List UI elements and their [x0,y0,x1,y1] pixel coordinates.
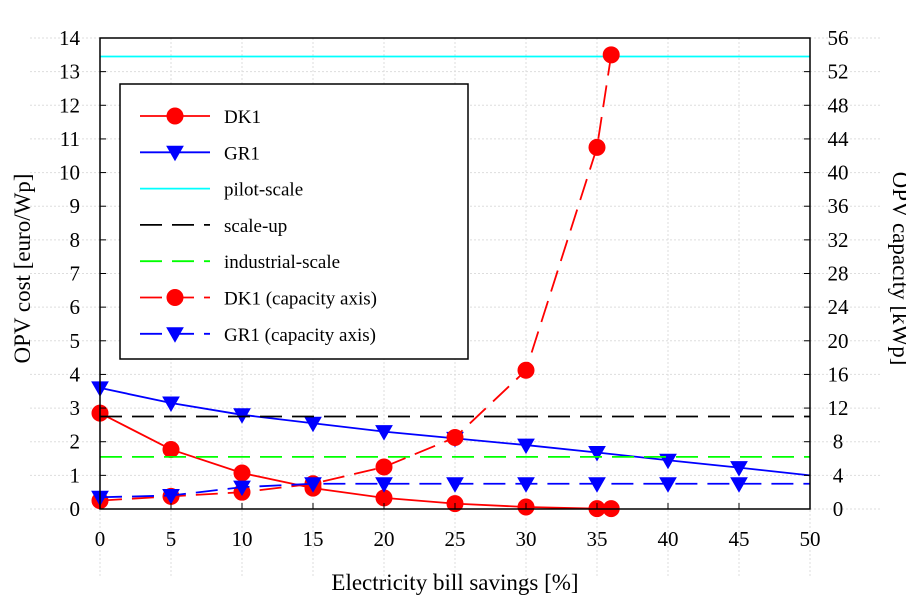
data-point [730,477,748,493]
data-point [588,138,606,156]
data-point [162,396,180,413]
y-left-tick-label: 2 [70,430,81,454]
legend-item: industrial-scale [140,252,340,273]
y-right-tick-label: 12 [828,396,849,420]
y-right-tick-label: 20 [828,329,849,353]
x-tick-label: 50 [800,527,821,551]
data-point [517,477,535,493]
data-point [304,477,322,493]
x-tick-label: 25 [445,527,466,551]
x-tick-label: 45 [729,527,750,551]
legend-label: industrial-scale [224,252,340,273]
y-right-tick-label: 0 [833,497,844,521]
y-right-tick-label: 56 [828,26,849,50]
y-left-tick-label: 3 [70,396,81,420]
legend-item: DK1 [140,107,261,128]
legend-item: pilot-scale [140,180,303,201]
y-right-tick-label: 8 [833,430,844,454]
y-right-tick-label: 40 [828,161,849,185]
x-tick-label: 0 [95,527,106,551]
legend-label: DK1 (capacity axis) [224,289,377,310]
legend: DK1 GR1 pilot-scale scale-up industrial-scal… [119,83,469,360]
legend-item: DK1 (capacity axis) [140,289,377,310]
data-point [375,458,393,476]
data-point [375,425,393,441]
series-layer [91,46,811,518]
y-left-tick-label: 9 [70,194,81,218]
x-tick-label: 40 [658,527,679,551]
legend-box [119,83,469,360]
data-point [588,445,606,462]
data-point [375,477,393,493]
y-left-tick-label: 13 [59,60,80,84]
data-point [446,429,464,447]
data-point [730,461,748,477]
y-axis-right-title: OPV capacity [kWp] [888,172,906,366]
y-right-tick-label: 24 [828,295,850,319]
data-point [233,464,251,482]
y-left-tick-label: 8 [70,228,81,252]
legend-label: GR1 [224,143,260,164]
data-point [233,480,251,497]
data-point [602,46,620,64]
data-point [588,477,606,493]
legend-marker [166,107,184,125]
legend-label: DK1 [224,107,261,128]
data-point [162,489,180,505]
series-gr1 [91,381,811,477]
data-point [162,440,180,458]
legend-marker [166,327,184,343]
data-point [517,361,535,379]
y-right-tick-label: 44 [828,127,850,151]
x-axis-title: Electricity bill savings [%] [331,570,578,595]
y-left-tick-label: 12 [59,93,80,117]
x-tick-label: 15 [303,527,324,551]
legend-item: GR1 (capacity axis) [140,325,376,346]
y-axis-left-title: OPV cost [euro/Wp] [10,174,35,364]
data-point [659,477,677,493]
y-right-tick-label: 4 [833,463,844,487]
y-left-tick-label: 4 [70,362,81,386]
data-point [517,438,535,455]
x-tick-label: 20 [374,527,395,551]
y-left-tick-label: 14 [59,26,81,50]
tick-layer: 0 5 10 15 20 25 30 35 40 45 5001234567891011121314… [59,26,849,551]
y-left-tick-label: 11 [60,127,80,151]
legend-item: GR1 [140,143,260,164]
x-tick-label: 10 [232,527,253,551]
y-left-tick-label: 10 [59,161,80,185]
series-dk1 [91,404,620,518]
y-right-tick-label: 48 [828,93,849,117]
legend-marker [166,289,184,306]
legend-label: GR1 (capacity axis) [224,325,376,346]
data-point [446,477,464,493]
x-tick-label: 30 [516,527,537,551]
y-left-tick-label: 7 [70,262,81,286]
y-right-tick-label: 36 [828,194,849,218]
y-right-tick-label: 28 [828,262,849,286]
y-left-tick-label: 0 [70,497,81,521]
legend-marker [166,145,184,162]
y-right-tick-label: 52 [828,60,849,84]
y-left-tick-label: 6 [70,295,81,319]
series-line [99,54,613,502]
y-left-tick-label: 5 [70,329,81,353]
legend-item: scale-up [140,216,287,237]
y-right-tick-label: 16 [828,362,849,386]
legend-label: scale-up [224,216,287,237]
legend-label: pilot-scale [224,180,303,201]
y-right-tick-label: 32 [828,228,849,252]
series-gr1-capacity-axis [91,477,810,507]
x-tick-label: 5 [166,527,177,551]
x-tick-label: 35 [587,527,608,551]
y-left-tick-label: 1 [70,463,81,487]
